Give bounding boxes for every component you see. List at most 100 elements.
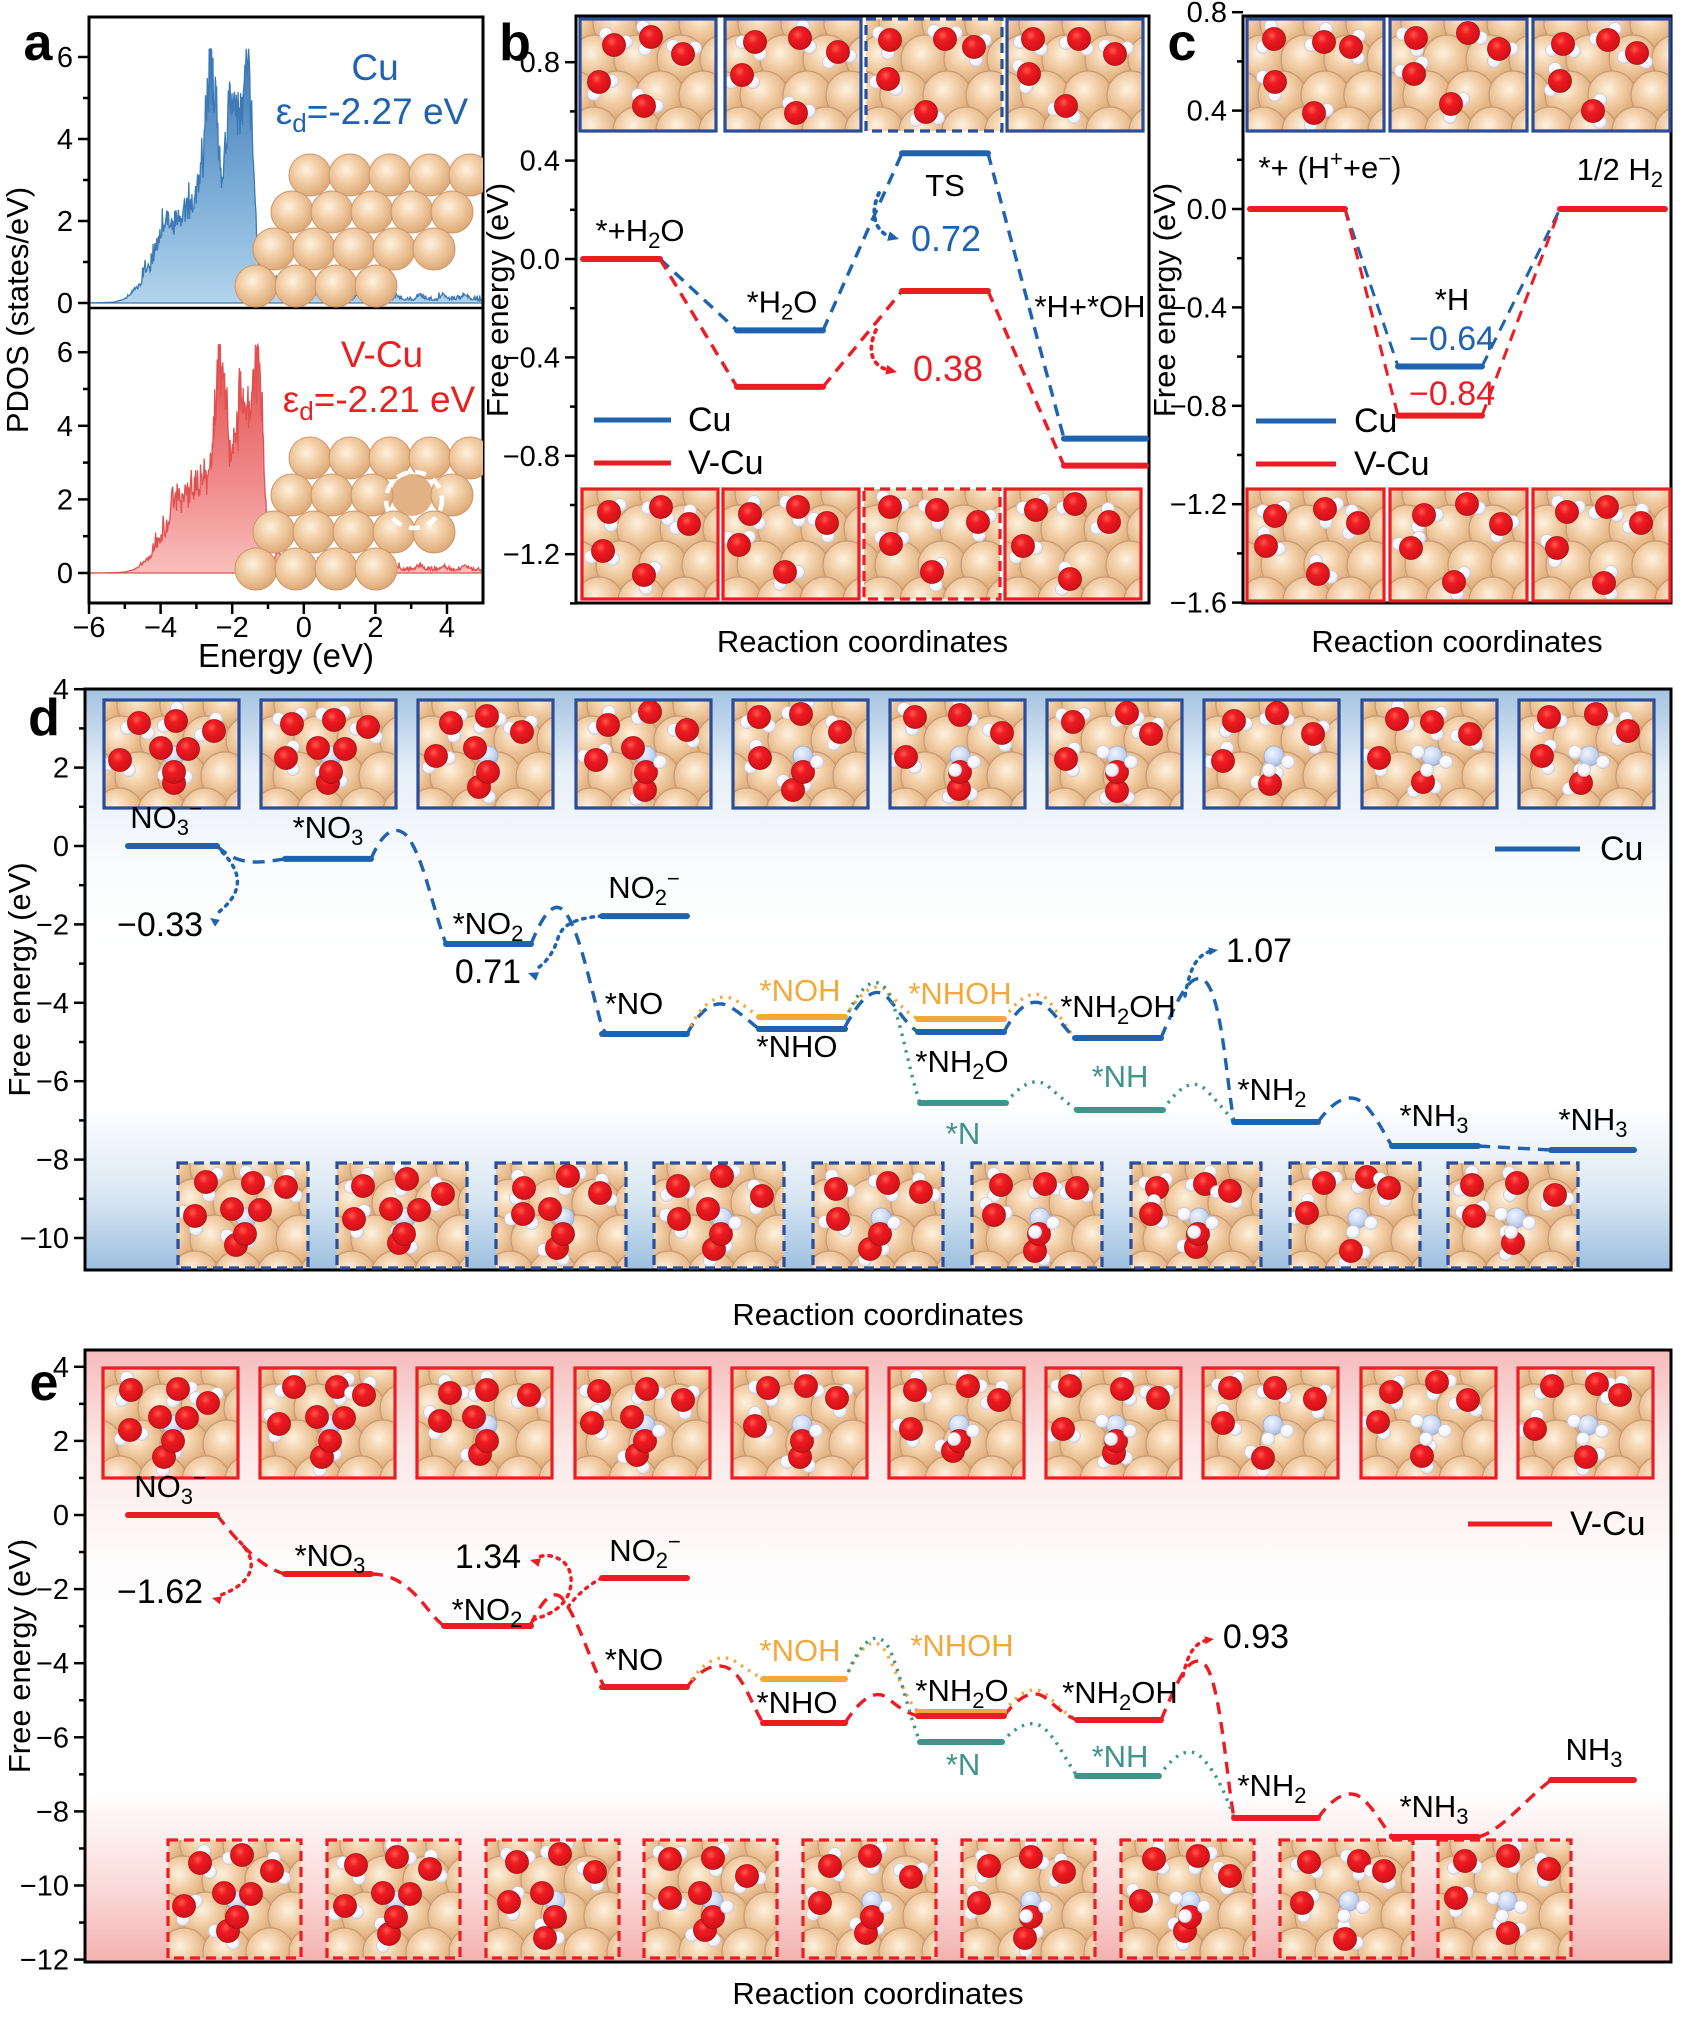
svg-text:−4: −4 xyxy=(36,988,69,1020)
svg-text:b: b xyxy=(499,14,531,72)
svg-text:Cu: Cu xyxy=(688,401,731,439)
svg-text:−4: −4 xyxy=(36,1648,69,1680)
svg-text:a: a xyxy=(24,14,54,72)
svg-text:1.34: 1.34 xyxy=(455,1538,521,1576)
svg-text:−6: −6 xyxy=(72,612,105,644)
svg-text:4: 4 xyxy=(57,411,73,443)
svg-text:*NO3: *NO3 xyxy=(295,1538,366,1578)
svg-text:NH3: NH3 xyxy=(1565,1732,1622,1772)
svg-text:TS: TS xyxy=(925,168,965,203)
svg-text:−2: −2 xyxy=(36,1574,69,1606)
svg-text:*NH: *NH xyxy=(1092,1739,1149,1774)
svg-text:−0.4: −0.4 xyxy=(1170,292,1227,324)
svg-text:−1.2: −1.2 xyxy=(503,539,560,571)
svg-text:*N: *N xyxy=(946,1116,980,1151)
svg-text:e: e xyxy=(30,1354,59,1412)
svg-text:*H+*OH: *H+*OH xyxy=(1034,289,1145,324)
svg-text:NO3−: NO3− xyxy=(134,1465,206,1509)
svg-text:−1.6: −1.6 xyxy=(1170,588,1227,620)
svg-text:0: 0 xyxy=(53,1500,69,1532)
svg-text:*H2O: *H2O xyxy=(747,284,818,324)
svg-text:−0.33: −0.33 xyxy=(117,906,203,944)
svg-text:*NH2O: *NH2O xyxy=(915,1673,1008,1713)
svg-text:*NO3: *NO3 xyxy=(293,810,364,850)
svg-text:0: 0 xyxy=(53,831,69,863)
svg-text:−0.64: −0.64 xyxy=(1409,320,1495,358)
svg-text:*NH2: *NH2 xyxy=(1237,1768,1306,1808)
svg-text:2: 2 xyxy=(57,484,73,516)
svg-text:0: 0 xyxy=(57,558,73,590)
svg-text:*NOH: *NOH xyxy=(760,973,841,1008)
svg-text:V-Cu: V-Cu xyxy=(1570,1505,1646,1543)
svg-text:4: 4 xyxy=(53,674,69,706)
svg-text:Reaction coordinates: Reaction coordinates xyxy=(732,1976,1023,2011)
svg-text:*NOH: *NOH xyxy=(760,1633,841,1668)
svg-text:Free energy (eV): Free energy (eV) xyxy=(1147,183,1182,417)
svg-text:εd=-2.27 eV: εd=-2.27 eV xyxy=(276,91,469,138)
svg-text:Cu: Cu xyxy=(351,47,398,88)
svg-text:*NO2: *NO2 xyxy=(452,1592,523,1632)
svg-text:*NH3: *NH3 xyxy=(1558,1102,1627,1142)
svg-text:0: 0 xyxy=(57,288,73,320)
svg-text:−1.62: −1.62 xyxy=(117,1573,203,1611)
svg-text:6: 6 xyxy=(57,42,73,74)
svg-text:4: 4 xyxy=(57,124,73,156)
svg-text:PDOS (states/eV): PDOS (states/eV) xyxy=(0,187,35,433)
svg-text:−2: −2 xyxy=(36,909,69,941)
svg-text:*H: *H xyxy=(1435,282,1469,317)
svg-text:Free energy (eV): Free energy (eV) xyxy=(480,183,515,417)
svg-text:2: 2 xyxy=(53,1426,69,1458)
svg-text:−0.4: −0.4 xyxy=(503,342,560,374)
svg-text:*NO: *NO xyxy=(605,1642,664,1677)
svg-text:Reaction coordinates: Reaction coordinates xyxy=(717,624,1008,659)
svg-text:2: 2 xyxy=(53,753,69,785)
svg-text:−0.8: −0.8 xyxy=(503,441,560,473)
svg-text:−1.2: −1.2 xyxy=(1170,489,1227,521)
svg-text:0: 0 xyxy=(296,612,312,644)
svg-text:*+H2O: *+H2O xyxy=(596,213,685,253)
svg-text:Free energy (eV): Free energy (eV) xyxy=(2,1539,37,1773)
svg-text:0.8: 0.8 xyxy=(520,47,560,79)
svg-text:0.71: 0.71 xyxy=(455,953,521,991)
svg-text:Energy (eV): Energy (eV) xyxy=(198,637,374,674)
svg-text:−12: −12 xyxy=(20,1945,69,1977)
svg-text:−10: −10 xyxy=(20,1871,69,1903)
svg-text:−10: −10 xyxy=(20,1223,69,1255)
svg-text:6: 6 xyxy=(57,337,73,369)
svg-text:*NHOH: *NHOH xyxy=(908,976,1011,1011)
svg-text:4: 4 xyxy=(53,1352,69,1384)
svg-text:*N: *N xyxy=(946,1747,980,1782)
svg-text:c: c xyxy=(1168,14,1197,72)
svg-text:*NHOH: *NHOH xyxy=(910,1628,1013,1663)
svg-text:*NO2: *NO2 xyxy=(453,906,524,946)
svg-text:−6: −6 xyxy=(36,1722,69,1754)
svg-text:V-Cu: V-Cu xyxy=(1354,445,1430,483)
svg-text:0.93: 0.93 xyxy=(1223,1618,1289,1656)
svg-text:V-Cu: V-Cu xyxy=(341,334,423,375)
svg-text:−8: −8 xyxy=(36,1796,69,1828)
svg-text:0.0: 0.0 xyxy=(1187,194,1227,226)
svg-text:0.8: 0.8 xyxy=(1187,0,1227,29)
svg-text:*NHO: *NHO xyxy=(757,1029,838,1064)
svg-text:4: 4 xyxy=(439,612,455,644)
svg-text:V-Cu: V-Cu xyxy=(688,444,764,482)
svg-text:*NH3: *NH3 xyxy=(1399,1098,1468,1138)
svg-text:Reaction coordinates: Reaction coordinates xyxy=(1311,624,1602,659)
svg-text:NO2−: NO2− xyxy=(608,866,680,910)
svg-text:NO2−: NO2− xyxy=(609,1529,681,1573)
svg-text:*NO: *NO xyxy=(605,986,664,1021)
svg-text:0.38: 0.38 xyxy=(913,348,983,389)
svg-text:1.07: 1.07 xyxy=(1226,932,1292,970)
svg-text:−6: −6 xyxy=(36,1066,69,1098)
svg-text:d: d xyxy=(28,689,60,747)
svg-text:*NH2OH: *NH2OH xyxy=(1060,989,1176,1029)
svg-text:2: 2 xyxy=(57,206,73,238)
svg-text:*NH2O: *NH2O xyxy=(915,1044,1008,1084)
svg-text:1/2 H2: 1/2 H2 xyxy=(1577,152,1663,192)
svg-text:Free energy (eV): Free energy (eV) xyxy=(2,862,37,1096)
svg-text:εd=-2.21 eV: εd=-2.21 eV xyxy=(283,379,476,426)
svg-text:*+ (H++e−): *+ (H++e−) xyxy=(1259,146,1402,185)
svg-text:NO3−: NO3− xyxy=(130,796,202,840)
svg-text:0.72: 0.72 xyxy=(911,218,981,259)
svg-text:Reaction coordinates: Reaction coordinates xyxy=(732,1297,1023,1332)
